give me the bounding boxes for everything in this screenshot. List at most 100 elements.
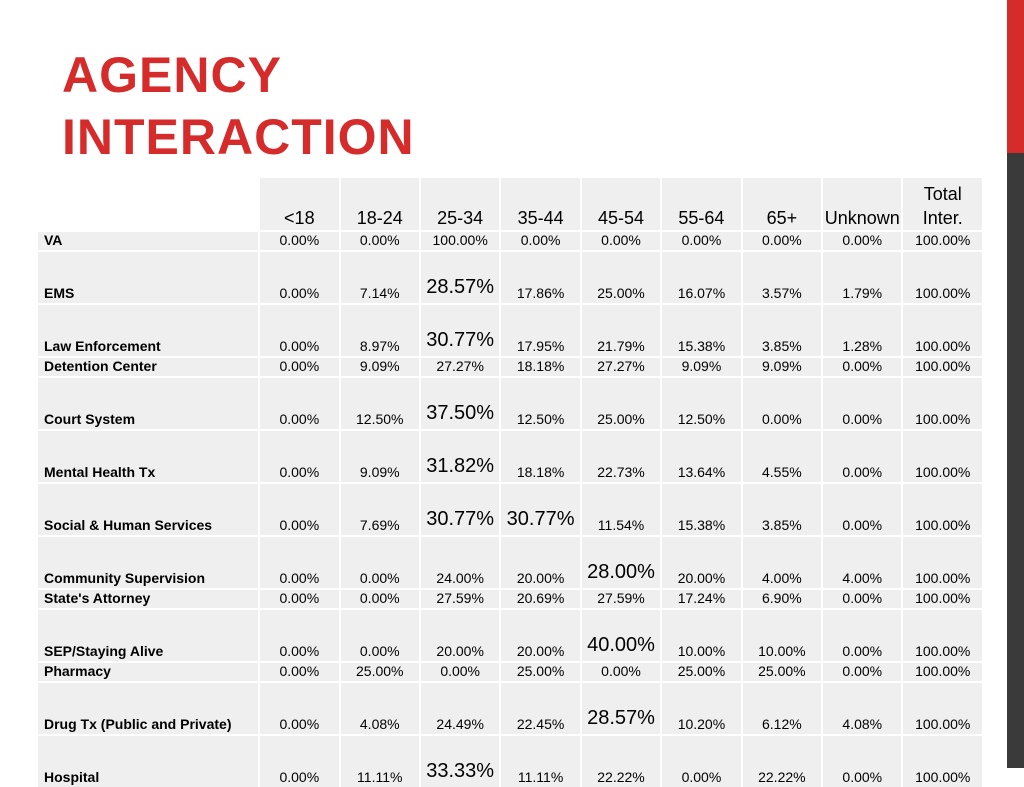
table-cell: 37.50% — [418, 376, 500, 429]
table-cell: 0.00% — [579, 661, 661, 681]
table-cell: 9.09% — [338, 429, 419, 482]
table-cell: 0.00% — [821, 376, 902, 429]
column-header: Unknown — [821, 178, 902, 230]
table-row: State's Attorney 0.00% 0.00% 27.59% 20.69% 27… — [38, 588, 982, 608]
row-label: SEP/Staying Alive — [38, 608, 259, 661]
table-cell: 9.09% — [338, 356, 419, 376]
row-label: Court System — [38, 376, 259, 429]
page-title: AGENCY INTERACTION — [62, 44, 415, 168]
table-cell: 100.00% — [901, 681, 982, 734]
table-row: VA 0.00% 0.00% 100.00% 0.00% 0.00% 0.00% 0.00% 0… — [38, 230, 982, 250]
table-cell: 100.00% — [901, 376, 982, 429]
table-cell: 0.00% — [338, 535, 419, 588]
table-cell: 15.38% — [660, 303, 741, 356]
table-cell: 4.00% — [821, 535, 902, 588]
table-cell: 0.00% — [258, 535, 339, 588]
table-row: Hospital 0.00% 11.11% 33.33% 11.11% 22.22% 0.0… — [38, 734, 982, 787]
table-cell: 20.69% — [499, 588, 580, 608]
table-cell: 1.79% — [821, 250, 902, 303]
table-cell: 3.85% — [740, 482, 822, 535]
table-cell: 100.00% — [901, 608, 982, 661]
table-cell: 30.77% — [418, 303, 500, 356]
table-cell: 0.00% — [499, 230, 580, 250]
table-row: Pharmacy 0.00% 25.00% 0.00% 25.00% 0.00% 25.00… — [38, 661, 982, 681]
table-cell: 0.00% — [740, 230, 822, 250]
table-cell: 22.45% — [499, 681, 580, 734]
table-cell: 25.00% — [660, 661, 741, 681]
table-cell: 21.79% — [579, 303, 661, 356]
table-cell: 100.00% — [901, 734, 982, 787]
table-cell: 0.00% — [258, 588, 339, 608]
table-cell: 13.64% — [660, 429, 741, 482]
table-cell: 100.00% — [418, 230, 500, 250]
table-cell: 3.57% — [740, 250, 822, 303]
row-label: Mental Health Tx — [38, 429, 259, 482]
table-cell: 27.27% — [579, 356, 661, 376]
table-cell: 27.59% — [418, 588, 500, 608]
table-cell: 24.00% — [418, 535, 500, 588]
table-cell: 18.18% — [499, 356, 580, 376]
row-label: VA — [38, 230, 259, 250]
table-cell: 28.57% — [579, 681, 661, 734]
row-label: Community Supervision — [38, 535, 259, 588]
table-cell: 0.00% — [258, 429, 339, 482]
column-header: 55-64 — [660, 178, 741, 230]
table-cell: 7.69% — [338, 482, 419, 535]
table-cell: 20.00% — [499, 608, 580, 661]
table-cell: 22.73% — [579, 429, 661, 482]
table-cell: 4.08% — [338, 681, 419, 734]
row-label: Social & Human Services — [38, 482, 259, 535]
table-cell: 12.50% — [499, 376, 580, 429]
table-cell: 0.00% — [258, 303, 339, 356]
table-cell: 0.00% — [258, 661, 339, 681]
table-cell: 11.11% — [338, 734, 419, 787]
accent-bar-dark — [1007, 153, 1024, 768]
column-header: 45-54 — [579, 178, 661, 230]
table-cell: 6.90% — [740, 588, 822, 608]
table-cell: 1.28% — [821, 303, 902, 356]
table-cell: 20.00% — [660, 535, 741, 588]
table-cell: 10.20% — [660, 681, 741, 734]
table-cell: 11.54% — [579, 482, 661, 535]
column-header: 65+ — [740, 178, 822, 230]
accent-bar-red — [1007, 0, 1024, 153]
table-cell: 10.00% — [740, 608, 822, 661]
table-cell: 100.00% — [901, 482, 982, 535]
table-cell: 100.00% — [901, 429, 982, 482]
table-cell: 4.55% — [740, 429, 822, 482]
table-cell: 40.00% — [579, 608, 661, 661]
table-cell: 100.00% — [901, 588, 982, 608]
table-cell: 0.00% — [258, 482, 339, 535]
table-cell: 0.00% — [660, 230, 741, 250]
table-cell: 25.00% — [579, 250, 661, 303]
column-header: 18-24 — [338, 178, 419, 230]
table-cell: 28.57% — [418, 250, 500, 303]
table-cell: 0.00% — [258, 608, 339, 661]
table-cell: 100.00% — [901, 230, 982, 250]
table-cell: 17.86% — [499, 250, 580, 303]
table-cell: 25.00% — [338, 661, 419, 681]
table-cell: 0.00% — [821, 734, 902, 787]
table-cell: 4.00% — [740, 535, 822, 588]
table-cell: 11.11% — [499, 734, 580, 787]
table-cell: 6.12% — [740, 681, 822, 734]
table-cell: 9.09% — [660, 356, 741, 376]
table-cell: 28.00% — [579, 535, 661, 588]
table-row: Detention Center 0.00% 9.09% 27.27% 18.18% 27… — [38, 356, 982, 376]
table-cell: 0.00% — [821, 588, 902, 608]
header-blank — [38, 178, 259, 230]
table-cell: 0.00% — [660, 734, 741, 787]
table-cell: 100.00% — [901, 661, 982, 681]
table-cell: 17.24% — [660, 588, 741, 608]
row-label: EMS — [38, 250, 259, 303]
table-cell: 0.00% — [258, 356, 339, 376]
table-cell: 25.00% — [740, 661, 822, 681]
table-cell: 12.50% — [338, 376, 419, 429]
table-cell: 30.77% — [418, 482, 500, 535]
table-cell: 27.59% — [579, 588, 661, 608]
table-row: EMS 0.00% 7.14% 28.57% 17.86% 25.00% 16.07% 3.5… — [38, 250, 982, 303]
table-cell: 31.82% — [418, 429, 500, 482]
page-title-line1: AGENCY — [62, 47, 282, 103]
column-header: Total Inter. — [901, 178, 982, 230]
table-cell: 100.00% — [901, 356, 982, 376]
